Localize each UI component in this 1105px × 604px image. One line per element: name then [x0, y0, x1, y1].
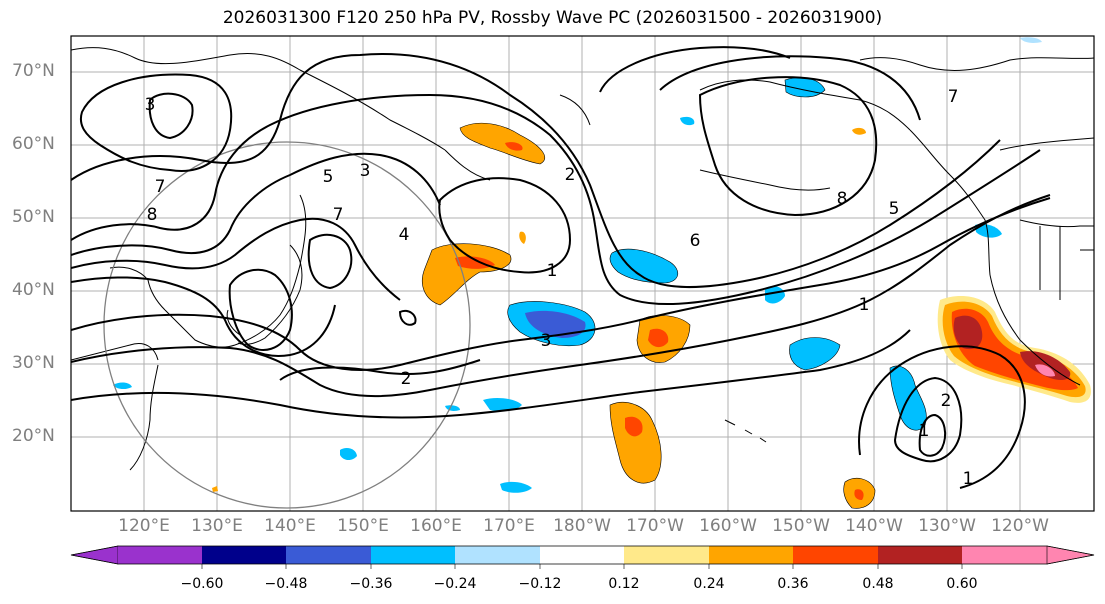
positive-anomalies: [212, 122, 1091, 509]
colorbar-tick-label: −0.12: [518, 576, 562, 592]
colorbar-segment: [118, 546, 202, 564]
contour-label: 2: [401, 369, 412, 389]
map-frame: [70, 35, 1095, 512]
contour-label: 7: [155, 177, 166, 197]
contour-label: 2: [941, 391, 952, 411]
lon-label: 130°E: [191, 516, 243, 536]
colorbar-tick-label: −0.48: [264, 576, 308, 592]
lat-label: 70°N: [12, 61, 55, 81]
contour-label: 6: [690, 231, 701, 251]
pv-contours: [71, 46, 1051, 489]
colorbar-tick-label: 0.24: [693, 576, 725, 592]
contour-label: 7: [333, 205, 344, 225]
colorbar: [70, 545, 1095, 569]
contour-label: 8: [837, 189, 848, 209]
lon-label: 170°E: [483, 516, 535, 536]
lon-label: 150°E: [337, 516, 389, 536]
lon-label: 140°W: [845, 516, 903, 536]
contour-label: 1: [963, 469, 974, 489]
lon-label: 150°W: [772, 516, 830, 536]
coastlines: [71, 47, 1094, 471]
lon-label: 120°W: [991, 516, 1049, 536]
negative-anomalies: [113, 37, 1042, 493]
contour-label: 7: [948, 87, 959, 107]
contour-label: 1: [859, 295, 870, 315]
contour-label: 2: [565, 165, 576, 185]
contour-label: 8: [147, 205, 158, 225]
lon-label: 170°W: [626, 516, 684, 536]
contour-labels: 3 3 5 7 7 8 4 2 1 6 8 5 1 7 3 2 2 1 1: [145, 87, 974, 489]
contour-label: 3: [145, 95, 156, 115]
colorbar-segment: [371, 546, 455, 564]
lon-label: 160°E: [410, 516, 462, 536]
colorbar-extend-min: [70, 545, 119, 565]
contour-label: 5: [323, 167, 334, 187]
colorbar-extend-max: [1046, 545, 1095, 565]
colorbar-tick-label: 0.12: [608, 576, 640, 592]
contour-label: 4: [399, 225, 410, 245]
colorbar-segment: [878, 546, 962, 564]
colorbar-segment: [202, 546, 286, 564]
colorbar-segment: [962, 546, 1047, 564]
lon-label: 160°W: [699, 516, 757, 536]
colorbar-segment: [793, 546, 878, 564]
colorbar-tick-label: −0.24: [433, 576, 477, 592]
lat-label: 50°N: [12, 207, 55, 227]
colorbar-segment: [709, 546, 793, 564]
lat-label: 20°N: [12, 426, 55, 446]
map-title: 2026031300 F120 250 hPa PV, Rossby Wave …: [222, 8, 883, 28]
lat-label: 30°N: [12, 353, 55, 373]
lat-label: 60°N: [12, 134, 55, 154]
lon-label: 130°W: [918, 516, 976, 536]
contour-label: 5: [889, 199, 900, 219]
colorbar-tick-label: −0.36: [349, 576, 393, 592]
graticule: [71, 36, 1094, 511]
contour-label: 1: [919, 421, 930, 441]
region-circle: [103, 141, 471, 509]
colorbar-segment: [286, 546, 371, 564]
colorbar-tick-label: 0.36: [777, 576, 809, 592]
lon-label: 140°E: [264, 516, 316, 536]
contour-label: 1: [547, 261, 558, 281]
lat-label: 40°N: [12, 280, 55, 300]
colorbar-tick-label: 0.60: [946, 576, 978, 592]
colorbar-segment: [624, 546, 709, 564]
colorbar-tick-label: −0.60: [180, 576, 224, 592]
lon-label: 120°E: [118, 516, 170, 536]
colorbar-tick-label: 0.48: [862, 576, 894, 592]
colorbar-segment: [540, 546, 624, 564]
colorbar-outline: [70, 545, 1095, 565]
lon-label: 180°W: [553, 516, 611, 536]
colorbar-segment: [455, 546, 540, 564]
contour-label: 3: [541, 331, 552, 351]
contour-label: 3: [360, 161, 371, 181]
